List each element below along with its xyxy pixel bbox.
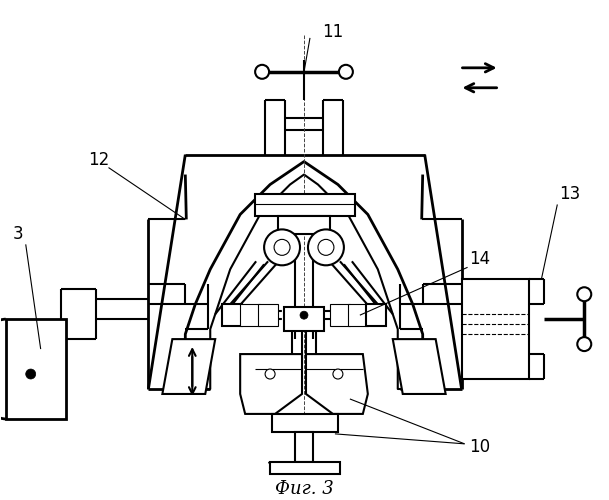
Circle shape [339,65,353,79]
Text: Фиг. 3: Фиг. 3 [275,480,333,498]
Bar [330,304,350,326]
Circle shape [255,65,269,79]
Circle shape [274,240,290,256]
Text: 3: 3 [13,226,23,244]
Circle shape [265,369,275,379]
Circle shape [577,288,591,301]
Text: 14: 14 [470,250,491,268]
Bar [284,307,324,331]
Circle shape [308,230,344,266]
Circle shape [318,240,334,256]
Bar [366,304,385,326]
Circle shape [333,369,343,379]
Bar [270,462,340,474]
Polygon shape [462,280,529,379]
Bar [295,432,313,462]
Text: 13: 13 [559,186,580,204]
Polygon shape [306,354,368,414]
Text: 12: 12 [88,150,110,168]
Bar [240,304,260,326]
Polygon shape [393,339,446,394]
Text: 10: 10 [470,438,491,456]
Bar [348,304,368,326]
Polygon shape [5,319,66,419]
Polygon shape [163,339,215,394]
Circle shape [300,311,308,319]
Circle shape [264,230,300,266]
Circle shape [577,337,591,351]
Bar [272,414,338,432]
Circle shape [26,369,36,379]
Text: 11: 11 [322,23,343,41]
Polygon shape [240,354,302,414]
Bar [255,194,355,216]
Bar [222,304,242,326]
Bar [278,216,330,234]
Bar [258,304,278,326]
